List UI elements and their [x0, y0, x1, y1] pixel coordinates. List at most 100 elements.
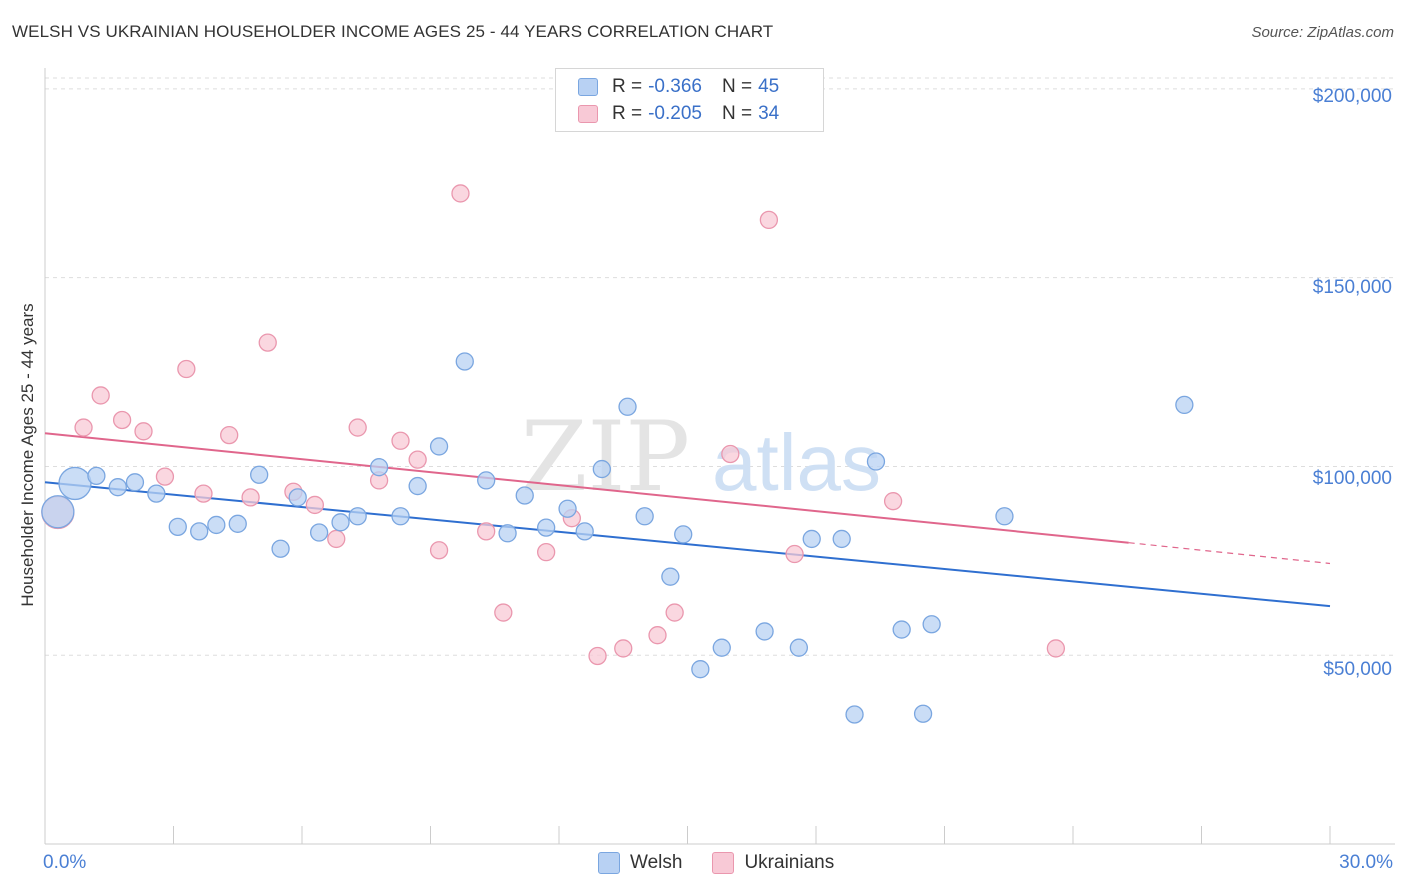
ukrainians-trend-line	[44, 432, 1129, 544]
ukrainians-point	[177, 359, 196, 379]
welsh-point	[995, 507, 1014, 526]
ukrainians-point	[391, 431, 410, 450]
ukrainians-point	[477, 522, 496, 541]
legend-item-welsh: Welsh	[598, 852, 682, 874]
welsh-point	[369, 458, 389, 477]
welsh-n-label: N =	[721, 76, 753, 97]
welsh-point	[331, 513, 350, 532]
x-tick-label-max: 30.0%	[1339, 852, 1393, 873]
legend-row-welsh: R = -0.366 N = 45	[578, 74, 779, 100]
ukrainians-point	[408, 450, 427, 469]
ukrainians-point	[883, 492, 903, 511]
ukrainians-point	[258, 333, 277, 352]
welsh-point	[618, 397, 637, 416]
welsh-point	[271, 539, 290, 558]
source-credit: Source: ZipAtlas.com	[1251, 24, 1394, 41]
y-tick-label: $200,000	[1312, 86, 1392, 107]
ukrainians-point	[721, 444, 740, 464]
ukrainians-point	[537, 542, 556, 562]
y-tick-label: $150,000	[1312, 277, 1392, 298]
welsh-point	[832, 529, 851, 549]
welsh-point	[288, 488, 307, 507]
legend-item-ukrainians: Ukrainians	[712, 852, 834, 874]
welsh-point	[125, 473, 145, 492]
welsh-n-value: 45	[758, 76, 780, 97]
x-tick-label-min: 0.0%	[43, 852, 87, 873]
welsh-point	[250, 465, 269, 484]
welsh-point	[190, 522, 209, 541]
ukrainians-point	[220, 425, 239, 445]
welsh-trend-line	[44, 481, 1331, 608]
ukrainians-point	[241, 488, 260, 507]
welsh-point	[477, 471, 496, 490]
welsh-point	[866, 452, 886, 471]
welsh-legend-swatch	[598, 852, 620, 874]
ukrainians-point	[112, 410, 132, 430]
welsh-swatch	[578, 78, 598, 96]
ukrainians-point	[759, 210, 779, 230]
watermark: ZIP atlas	[521, 401, 881, 513]
ukrainians-point	[134, 422, 153, 441]
welsh-point	[845, 705, 864, 724]
y-tick-label: $50,000	[1323, 659, 1392, 680]
ukrainians-legend-swatch	[712, 852, 735, 874]
ukrainians-point	[91, 386, 110, 405]
welsh-point	[913, 704, 933, 723]
welsh-point	[408, 476, 427, 496]
y-axis-label: Householder Income Ages 25 - 44 years	[18, 303, 37, 607]
welsh-point	[348, 507, 367, 526]
welsh-point	[892, 620, 911, 639]
welsh-point	[515, 486, 534, 505]
welsh-point	[228, 514, 247, 533]
welsh-point	[207, 515, 226, 535]
stats-legend: R = -0.366 N = 45 R = -0.205 N = 34	[555, 68, 824, 132]
series-legend: Welsh Ukrainians	[598, 852, 864, 874]
ukrainians-n-value: 34	[758, 103, 780, 124]
ukrainians-point	[494, 603, 513, 622]
ukrainians-trend-extension	[1128, 542, 1331, 565]
ukrainians-swatch	[578, 105, 598, 123]
welsh-point	[41, 495, 75, 529]
welsh-point	[537, 518, 556, 537]
welsh-point	[592, 459, 611, 479]
ukrainians-point	[785, 544, 804, 564]
welsh-point	[87, 466, 106, 486]
welsh-point	[635, 507, 654, 526]
welsh-point	[147, 484, 166, 503]
chart-title: WELSH VS UKRAINIAN HOUSEHOLDER INCOME AG…	[12, 22, 774, 41]
ukrainians-n-label: N =	[721, 103, 753, 124]
welsh-point	[498, 524, 517, 543]
welsh-point	[558, 499, 577, 518]
welsh-point	[108, 478, 127, 497]
watermark-atlas: atlas	[712, 418, 881, 507]
ukrainians-point	[305, 495, 325, 515]
welsh-point	[712, 638, 731, 657]
ukrainians-r-label: R =	[612, 103, 643, 124]
welsh-point	[168, 517, 187, 536]
ukrainians-point	[665, 603, 684, 622]
ukrainians-point	[155, 467, 175, 486]
welsh-point	[575, 522, 594, 541]
welsh-point	[789, 638, 809, 657]
ukrainians-point	[588, 646, 607, 666]
welsh-point	[309, 523, 329, 542]
ukrainians-point	[327, 529, 346, 549]
ukrainians-point	[74, 418, 93, 437]
ukrainians-point	[348, 418, 367, 437]
ukrainians-point	[648, 626, 667, 645]
welsh-r-label: R =	[612, 76, 643, 97]
welsh-point	[755, 622, 774, 641]
welsh-point	[674, 525, 693, 544]
ukrainians-r-value: -0.205	[648, 103, 702, 124]
ukrainians-point	[451, 184, 470, 203]
ukrainians-point	[429, 541, 449, 560]
welsh-point	[391, 507, 410, 526]
watermark-zip: ZIP	[521, 401, 690, 513]
legend-row-ukrainians: R = -0.205 N = 34	[578, 101, 779, 127]
welsh-point	[455, 352, 474, 371]
ukrainians-legend-label: Ukrainians	[744, 852, 835, 873]
welsh-point	[429, 437, 449, 456]
ukrainians-point	[194, 484, 213, 503]
welsh-point	[661, 567, 680, 586]
